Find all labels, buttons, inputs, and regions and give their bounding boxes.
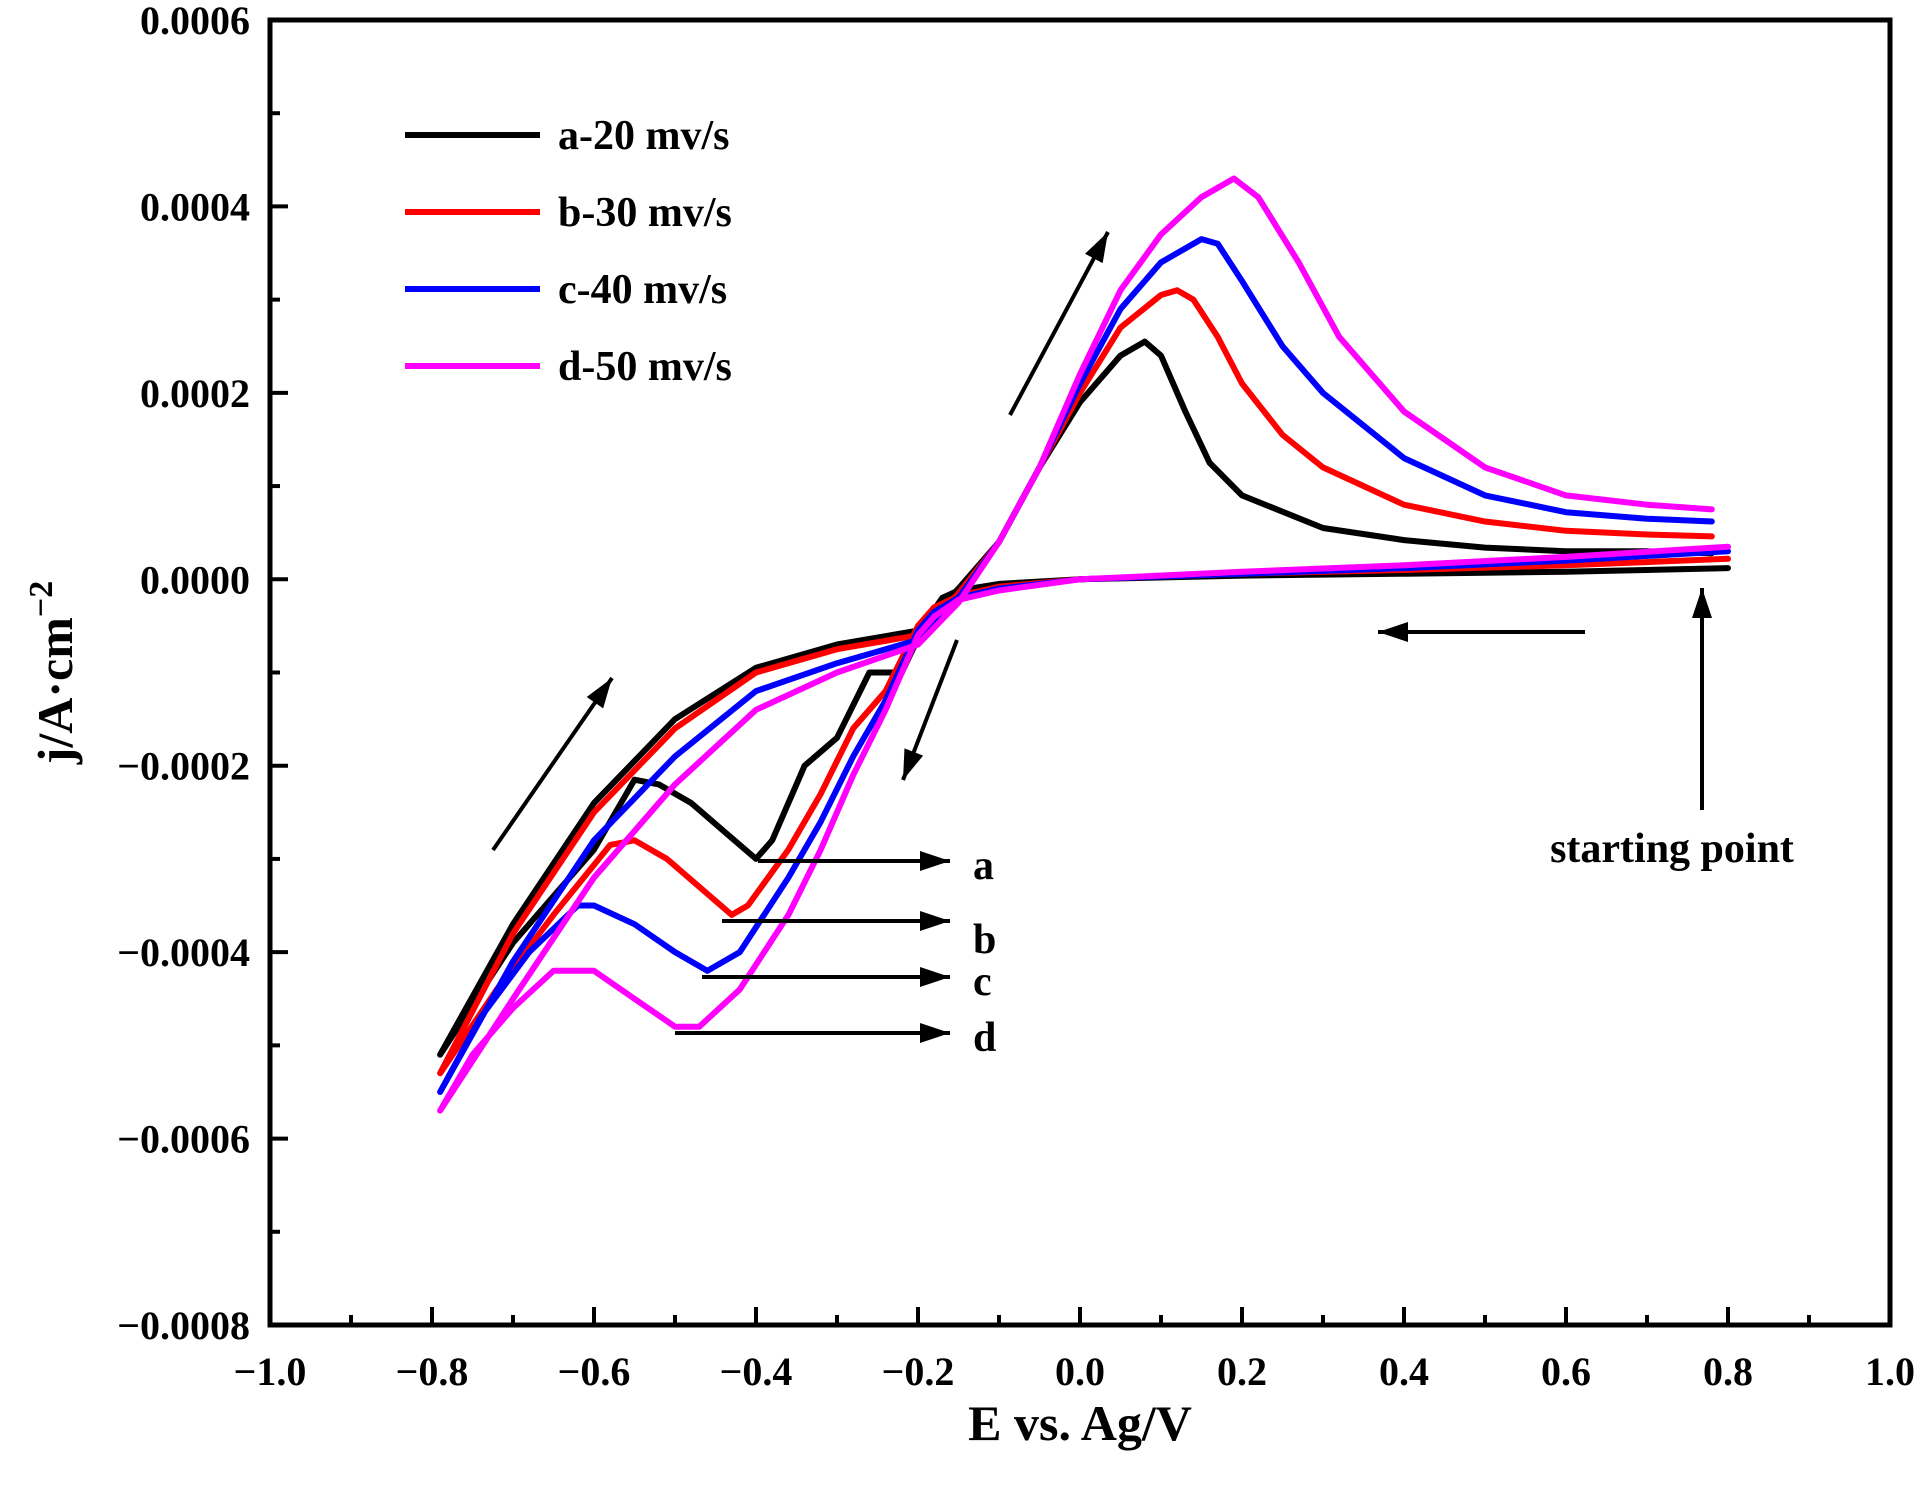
x-tick-label: −0.4	[720, 1349, 793, 1394]
y-axis-title-text: j/A·cm	[27, 617, 83, 765]
scan-arrow-forward-upper-head	[1085, 232, 1108, 264]
y-tick-label: 0.0000	[140, 557, 250, 602]
legend-label-c: c-40 mv/s	[558, 267, 727, 313]
peak-arrow-b-head	[920, 911, 950, 931]
scan-arrow-forward-lower-head	[586, 678, 612, 709]
x-tick-label: −1.0	[234, 1349, 307, 1394]
peak-letter-a: a	[973, 843, 994, 889]
scan-arrow-reverse-top-head	[1378, 622, 1408, 642]
series-line-c	[437, 236, 1731, 1095]
scan-arrow-forward-upper-shaft	[1008, 231, 1110, 416]
scan-arrow-forward-lower-shaft	[491, 676, 614, 852]
y-tick-label: 0.0006	[140, 0, 250, 43]
x-tick-label: 0.6	[1541, 1349, 1591, 1394]
y-tick-label: 0.0002	[140, 371, 250, 416]
legend-label-d: d-50 mv/s	[558, 344, 732, 390]
series-line-a	[437, 338, 1731, 1058]
series-line-d	[437, 175, 1731, 1114]
x-axis-ticks: −1.0 −0.8 −0.6 −0.4 −0.2 0.0 0.2 0.4 0.6 0.8 1.0	[234, 1307, 1915, 1394]
y-tick-label: −0.0004	[117, 930, 250, 975]
x-tick-label: 1.0	[1865, 1349, 1915, 1394]
x-tick-label: −0.2	[882, 1349, 955, 1394]
y-tick-label: −0.0006	[117, 1117, 250, 1162]
x-tick-label: −0.8	[396, 1349, 469, 1394]
plot-frame	[267, 17, 1893, 1328]
peak-arrow-d-head	[920, 1023, 950, 1043]
y-axis-title: j/A·cm−2	[23, 581, 83, 766]
y-tick-label: 0.0004	[140, 184, 250, 229]
direction-arrows	[491, 231, 1712, 1043]
y-axis-ticks: −0.0008 −0.0006 −0.0004 −0.0002 0.0000 0.0002…	[117, 0, 288, 1348]
starting-point-arrow-head	[1692, 588, 1712, 618]
scan-arrow-reverse-middle-head	[903, 748, 924, 780]
y-tick-label: −0.0002	[117, 744, 250, 789]
starting-point-label: starting point	[1550, 826, 1794, 872]
legend-label-b: b-30 mv/s	[558, 190, 732, 236]
y-tick-label: −0.0008	[117, 1303, 250, 1348]
legend: a-20 mv/s b-30 mv/s c-40 mv/s d-50 mv/s	[405, 113, 732, 390]
legend-label-a: a-20 mv/s	[558, 113, 730, 159]
x-tick-label: −0.6	[558, 1349, 631, 1394]
x-tick-label: 0.8	[1703, 1349, 1753, 1394]
x-tick-label: 0.0	[1055, 1349, 1105, 1394]
series-line-b	[437, 287, 1731, 1077]
x-axis-title: E vs. Ag/V	[968, 1395, 1192, 1451]
peak-arrow-c-head	[920, 967, 950, 987]
peak-letter-b: b	[973, 917, 996, 963]
x-tick-label: 0.2	[1217, 1349, 1267, 1394]
peak-letter-c: c	[973, 959, 992, 1005]
series-curves	[437, 175, 1731, 1114]
y-axis-title-superscript: −2	[23, 581, 60, 617]
peak-arrow-a-head	[920, 851, 950, 871]
peak-letter-d: d	[973, 1015, 996, 1061]
x-tick-label: 0.4	[1379, 1349, 1429, 1394]
